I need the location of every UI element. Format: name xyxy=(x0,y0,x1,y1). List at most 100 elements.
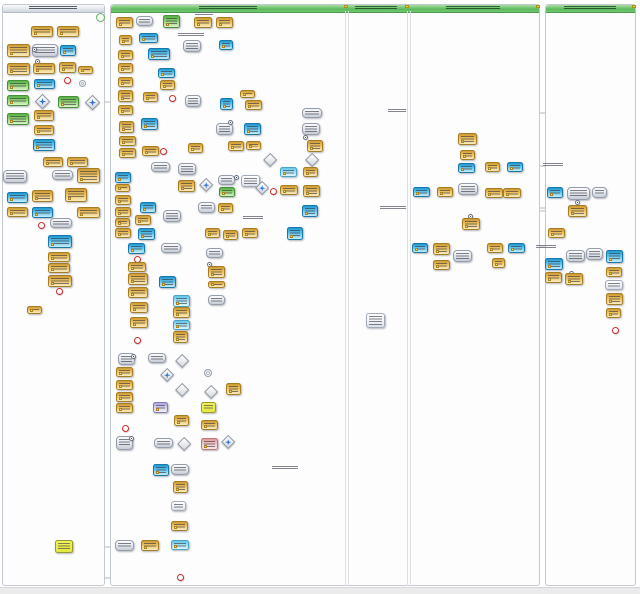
task-node[interactable] xyxy=(178,180,195,192)
task-node[interactable] xyxy=(303,167,318,177)
task-node[interactable] xyxy=(119,136,136,146)
boundary-event-icon[interactable] xyxy=(130,353,136,359)
task-node[interactable] xyxy=(143,92,158,102)
task-node[interactable] xyxy=(208,281,225,288)
green-task-node[interactable] xyxy=(7,95,29,106)
gateway-diamond[interactable] xyxy=(203,384,219,400)
data-object-node[interactable] xyxy=(171,501,186,511)
subprocess-node[interactable] xyxy=(50,218,72,228)
task-node[interactable] xyxy=(116,380,133,390)
boundary-event-icon[interactable] xyxy=(233,174,239,180)
task-node[interactable] xyxy=(43,157,63,167)
task-node[interactable] xyxy=(116,17,133,28)
subprocess-node[interactable] xyxy=(206,248,223,258)
task-node[interactable] xyxy=(7,63,30,75)
task-node[interactable] xyxy=(216,17,233,28)
end-event[interactable] xyxy=(159,147,167,155)
task-node[interactable] xyxy=(194,17,212,28)
status-task-node[interactable] xyxy=(33,139,55,151)
task-node[interactable] xyxy=(7,44,30,57)
status-task-node[interactable] xyxy=(413,187,430,197)
task-node[interactable] xyxy=(135,215,151,225)
end-event[interactable] xyxy=(121,424,129,432)
subprocess-node[interactable] xyxy=(178,163,196,175)
subprocess-node[interactable] xyxy=(171,464,189,475)
task-node[interactable] xyxy=(188,143,203,153)
task-node[interactable] xyxy=(34,110,54,121)
task-node[interactable] xyxy=(48,275,72,287)
status-task-node[interactable] xyxy=(34,79,55,89)
start-event[interactable] xyxy=(95,12,105,22)
task-node[interactable] xyxy=(48,263,70,273)
task-node[interactable] xyxy=(171,521,188,531)
status-task-node[interactable] xyxy=(220,98,233,110)
status-task-node-light[interactable] xyxy=(173,320,190,330)
parallel-gateway-diamond[interactable] xyxy=(85,95,101,111)
subprocess-node[interactable] xyxy=(161,243,181,253)
task-node[interactable] xyxy=(118,77,133,87)
status-task-node-light[interactable] xyxy=(171,540,189,550)
subprocess-node[interactable] xyxy=(208,295,225,305)
task-node[interactable] xyxy=(240,90,255,98)
task-node[interactable] xyxy=(128,273,148,285)
task-node[interactable] xyxy=(201,420,218,430)
task-node[interactable] xyxy=(78,66,93,74)
task-node[interactable] xyxy=(568,205,587,217)
gateway-diamond[interactable] xyxy=(174,353,190,369)
status-task-node[interactable] xyxy=(545,258,563,270)
task-node[interactable] xyxy=(115,228,131,238)
task-node[interactable] xyxy=(174,415,189,426)
task-node[interactable] xyxy=(545,272,562,283)
subprocess-node[interactable] xyxy=(163,210,181,222)
task-node[interactable] xyxy=(460,150,475,160)
highlighted-task-node[interactable] xyxy=(55,540,73,553)
parallel-gateway-diamond[interactable] xyxy=(198,177,214,193)
end-event[interactable] xyxy=(133,336,141,344)
status-task-node[interactable] xyxy=(287,227,303,240)
task-node[interactable] xyxy=(48,252,70,262)
subprocess-node[interactable] xyxy=(151,162,170,172)
task-node[interactable] xyxy=(487,243,503,253)
task-node[interactable] xyxy=(208,266,225,278)
subprocess-node[interactable] xyxy=(218,175,235,185)
task-node[interactable] xyxy=(115,195,131,205)
status-task-node[interactable] xyxy=(153,464,169,476)
task-node[interactable] xyxy=(118,90,133,102)
parallel-gateway-diamond[interactable] xyxy=(35,94,51,110)
task-node[interactable] xyxy=(77,207,100,218)
intermediate-event[interactable] xyxy=(204,369,212,377)
gateway-diamond[interactable] xyxy=(176,436,192,452)
task-node[interactable] xyxy=(130,317,148,328)
status-task-node[interactable] xyxy=(128,243,145,254)
task-node[interactable] xyxy=(115,184,130,192)
end-event[interactable] xyxy=(37,221,45,229)
status-task-node[interactable] xyxy=(219,40,233,50)
subprocess-node[interactable] xyxy=(148,353,166,363)
task-node[interactable] xyxy=(130,302,148,313)
task-node[interactable] xyxy=(433,260,450,270)
task-node[interactable] xyxy=(485,188,503,198)
task-node[interactable] xyxy=(245,100,262,110)
status-task-node-light[interactable] xyxy=(173,295,190,307)
status-task-node[interactable] xyxy=(158,68,175,78)
boundary-event-icon[interactable] xyxy=(227,119,233,125)
error-task-node[interactable] xyxy=(201,438,218,450)
subprocess-node[interactable] xyxy=(154,438,173,448)
task-node[interactable] xyxy=(280,185,298,195)
status-task-node[interactable] xyxy=(138,228,155,240)
task-node[interactable] xyxy=(223,230,238,240)
status-task-node[interactable] xyxy=(139,33,158,43)
subprocess-node[interactable] xyxy=(586,248,603,260)
task-node[interactable] xyxy=(32,190,53,202)
boundary-event-icon[interactable] xyxy=(302,134,308,140)
task-node[interactable] xyxy=(246,141,261,150)
end-event[interactable] xyxy=(55,287,63,295)
task-node[interactable] xyxy=(307,140,323,152)
status-task-node[interactable] xyxy=(412,243,428,253)
status-task-node[interactable] xyxy=(140,202,156,213)
task-node[interactable] xyxy=(226,383,241,395)
gateway-diamond[interactable] xyxy=(262,152,278,168)
task-node[interactable] xyxy=(303,185,320,197)
subprocess-node[interactable] xyxy=(115,540,134,551)
task-node[interactable] xyxy=(160,80,175,90)
